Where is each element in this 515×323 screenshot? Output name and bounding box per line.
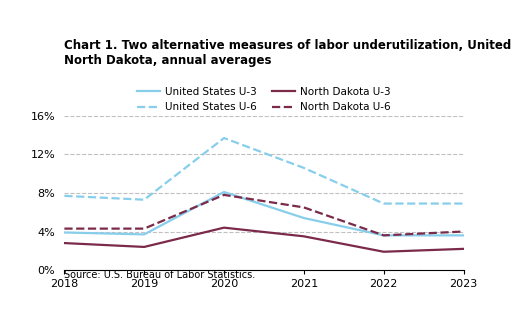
Legend: United States U-3, United States U-6, North Dakota U-3, North Dakota U-6: United States U-3, United States U-6, No… [137, 87, 391, 112]
Text: Source: U.S. Bureau of Labor Statistics.: Source: U.S. Bureau of Labor Statistics. [64, 270, 255, 280]
Text: Chart 1. Two alternative measures of labor underutilization, United States and
N: Chart 1. Two alternative measures of lab… [64, 39, 515, 67]
